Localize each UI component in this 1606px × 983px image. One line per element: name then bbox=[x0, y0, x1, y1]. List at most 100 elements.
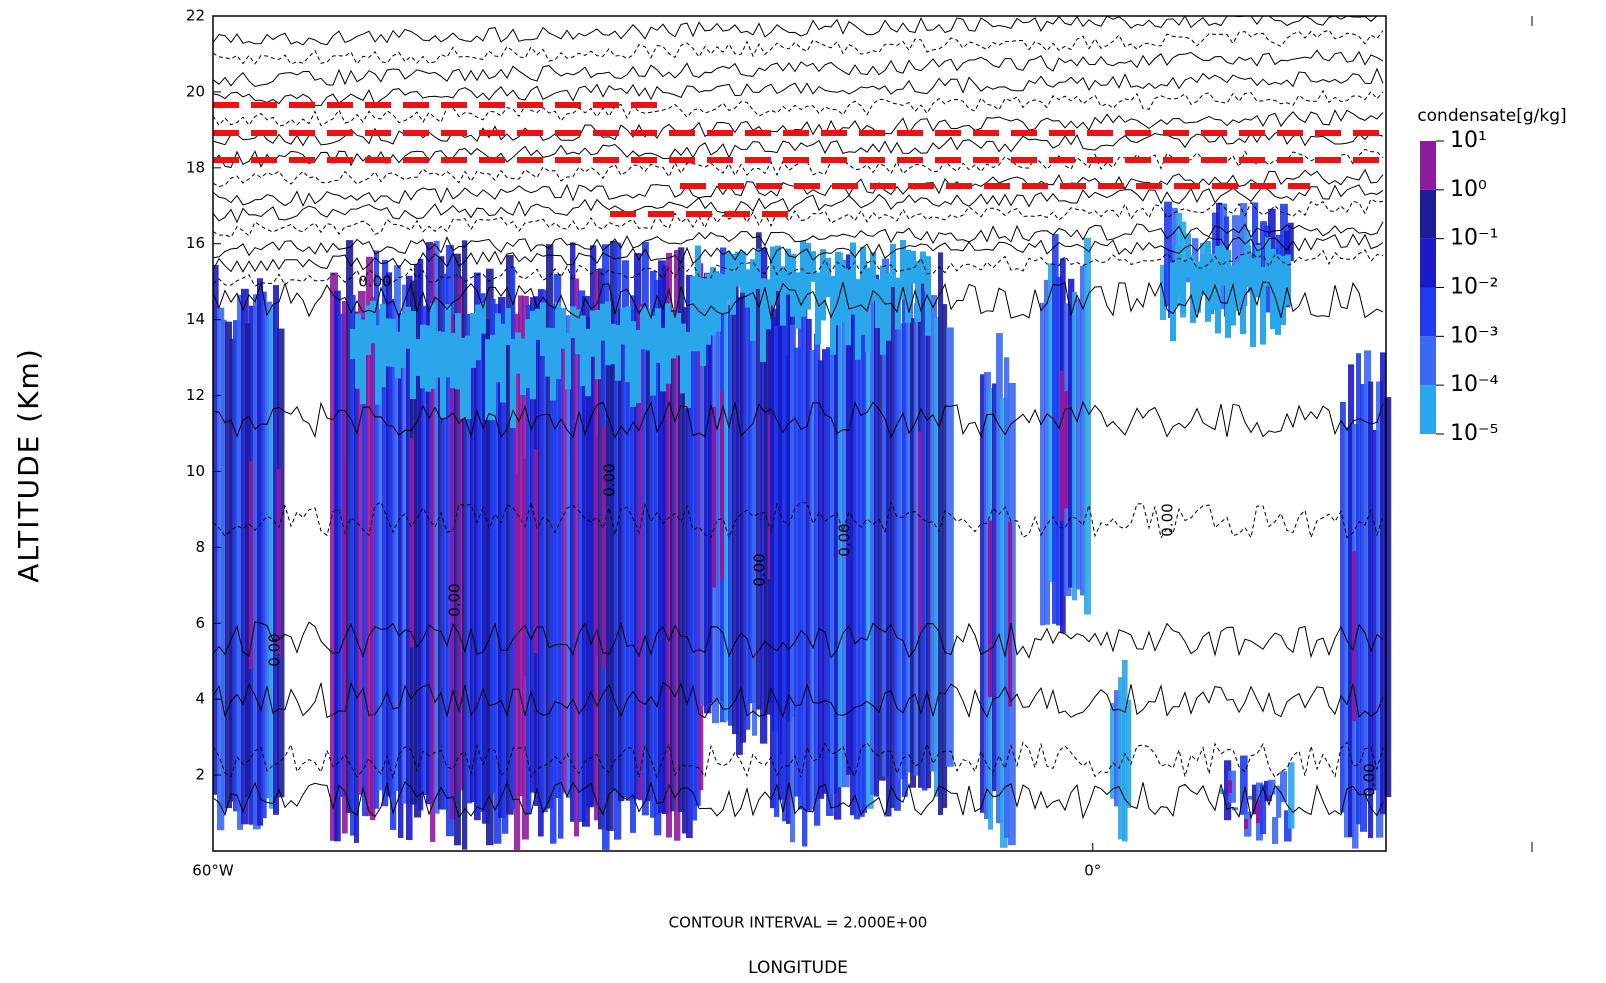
field-strip bbox=[515, 332, 521, 374]
field-strip bbox=[840, 259, 846, 323]
field-strip bbox=[626, 309, 634, 801]
y-tick-label: 14 bbox=[186, 310, 205, 328]
field-strip bbox=[346, 240, 354, 813]
field-strip bbox=[690, 276, 696, 352]
contour-label: 0.00 bbox=[1361, 763, 1379, 796]
field-strip bbox=[666, 252, 673, 838]
field-strip bbox=[534, 449, 538, 654]
field-strip bbox=[582, 296, 590, 827]
field-strip bbox=[466, 313, 473, 804]
field-strip bbox=[225, 321, 233, 809]
field-strip bbox=[1230, 265, 1236, 326]
field-strip bbox=[406, 275, 413, 841]
field-strip bbox=[798, 312, 804, 810]
field-strip bbox=[1220, 244, 1226, 286]
field-strip bbox=[454, 253, 461, 846]
field-strip bbox=[665, 303, 671, 384]
field-strip bbox=[385, 318, 391, 367]
field-strip bbox=[790, 253, 796, 317]
contour-label: 0.00 bbox=[266, 633, 284, 666]
field-strip bbox=[934, 316, 941, 797]
field-strip bbox=[1384, 397, 1392, 797]
field-strip bbox=[988, 520, 992, 698]
field-strip bbox=[650, 270, 657, 818]
field-strip bbox=[1260, 221, 1268, 286]
field-strip bbox=[365, 305, 371, 355]
field-strip bbox=[1352, 551, 1356, 722]
field-strip bbox=[1205, 241, 1211, 322]
field-strip bbox=[1344, 426, 1352, 838]
field-strip bbox=[565, 332, 571, 390]
field-strip bbox=[355, 313, 361, 389]
field-strip bbox=[1248, 795, 1254, 800]
x-tick-label: 0° bbox=[1084, 862, 1101, 880]
field-strip bbox=[400, 313, 406, 369]
field-strip bbox=[815, 272, 821, 345]
field-strip bbox=[445, 304, 451, 378]
field-strip bbox=[1288, 762, 1295, 829]
field-strip bbox=[525, 319, 531, 388]
field-strip bbox=[926, 264, 932, 789]
contour-label: 0.00 bbox=[836, 523, 854, 556]
field-strip bbox=[826, 347, 834, 816]
field-strip bbox=[850, 282, 857, 816]
field-strip bbox=[495, 313, 501, 383]
contour-label: 0.00 bbox=[751, 553, 769, 586]
field-strip bbox=[654, 279, 662, 836]
field-strip bbox=[1216, 202, 1223, 281]
field-strip bbox=[638, 303, 644, 801]
contour-line bbox=[212, 15, 1383, 46]
field-strip bbox=[1260, 784, 1267, 835]
field-strip bbox=[658, 260, 666, 814]
field-strip bbox=[1268, 779, 1276, 795]
field-strip bbox=[418, 258, 424, 811]
field-strip bbox=[520, 338, 526, 396]
field-strip bbox=[1212, 212, 1219, 276]
field-strip bbox=[1380, 352, 1386, 815]
field-strip bbox=[269, 305, 276, 809]
field-strip bbox=[760, 278, 766, 363]
field-strip bbox=[775, 245, 781, 291]
colorbar-tick-label: 10⁻⁵ bbox=[1450, 421, 1498, 446]
colorbar-tick-label: 10⁰ bbox=[1450, 177, 1487, 202]
field-strip bbox=[1040, 302, 1046, 626]
field-strip bbox=[374, 250, 380, 809]
field-strip bbox=[865, 267, 871, 352]
contour-label: 0.00 bbox=[1159, 503, 1177, 536]
field-strip bbox=[874, 274, 880, 797]
contour-line bbox=[212, 621, 1384, 659]
field-strip bbox=[594, 435, 598, 656]
field-strip bbox=[390, 318, 396, 367]
field-strip bbox=[502, 309, 509, 834]
field-strip bbox=[1228, 780, 1232, 794]
field-strip bbox=[600, 303, 606, 341]
field-strip bbox=[241, 288, 249, 825]
field-strip bbox=[842, 303, 850, 788]
field-strip bbox=[350, 295, 356, 836]
field-strip bbox=[805, 243, 811, 310]
field-strip bbox=[470, 312, 476, 368]
field-strip bbox=[1225, 250, 1231, 338]
colorbar-tick-label: 10¹ bbox=[1450, 128, 1487, 153]
contour-line bbox=[212, 780, 1384, 820]
field-strip bbox=[820, 249, 826, 321]
field-strip bbox=[370, 300, 376, 344]
field-strip bbox=[1232, 215, 1240, 276]
field-strip bbox=[860, 247, 866, 335]
field-strip bbox=[635, 329, 641, 403]
field-strip bbox=[490, 334, 496, 421]
field-strip bbox=[885, 273, 891, 341]
field-strip bbox=[774, 325, 780, 817]
field-strip bbox=[455, 313, 461, 390]
contour-label: 0.00 bbox=[358, 273, 391, 291]
field-strip bbox=[585, 328, 591, 397]
field-strip bbox=[1072, 291, 1078, 601]
field-strip bbox=[875, 278, 881, 329]
contour-line bbox=[212, 233, 1384, 273]
contour-line bbox=[212, 500, 1384, 540]
field-strip bbox=[735, 251, 741, 287]
field-strip bbox=[1210, 253, 1216, 311]
field-strip bbox=[1220, 789, 1228, 795]
field-strip bbox=[694, 289, 701, 806]
field-strip bbox=[732, 265, 739, 735]
